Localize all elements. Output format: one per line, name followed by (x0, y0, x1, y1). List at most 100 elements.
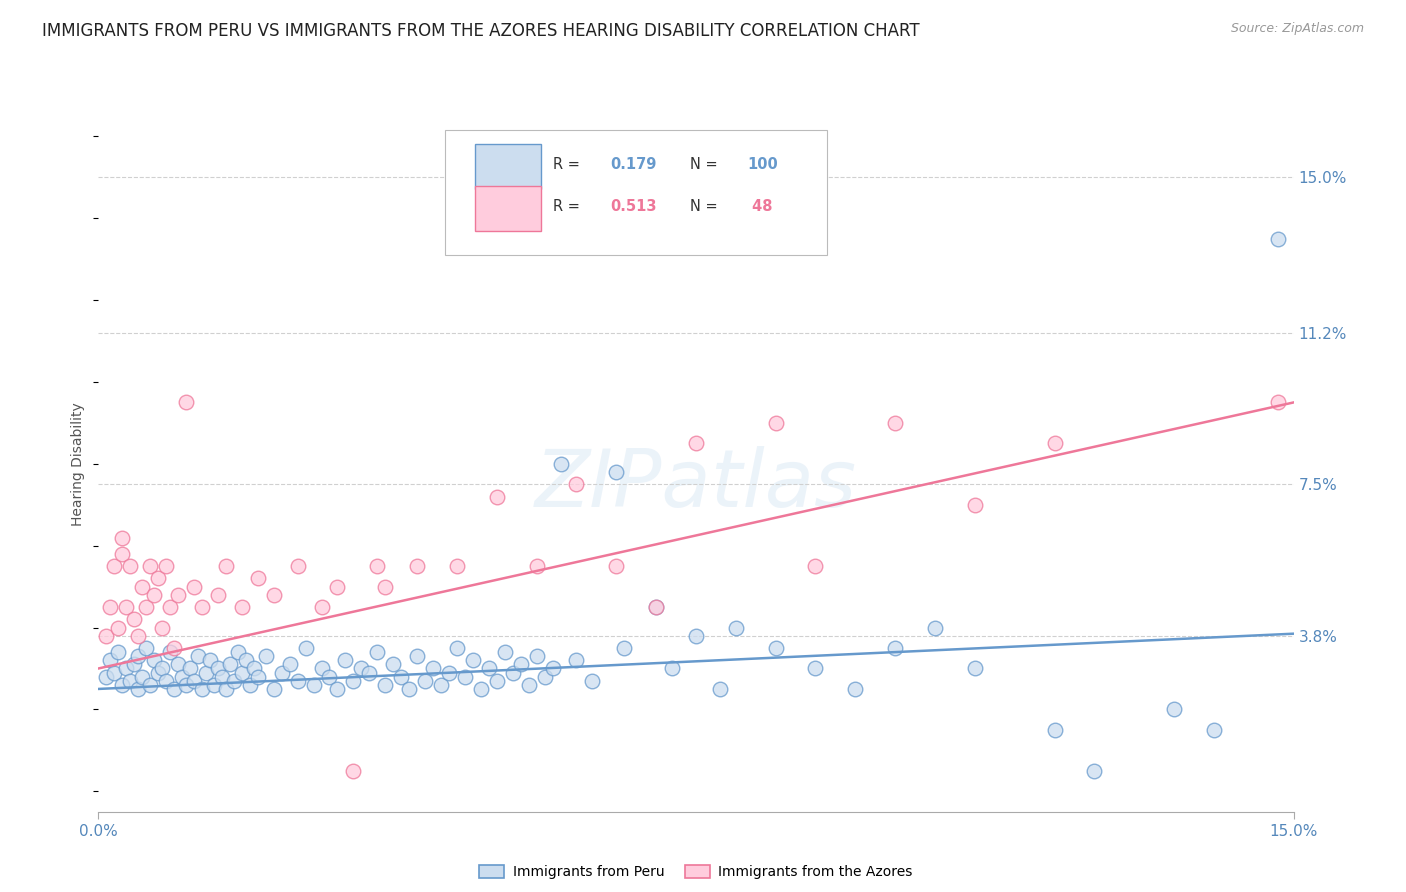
Point (685, 629, 707, 643)
Text: N =: N = (690, 199, 723, 214)
Point (143, 588, 166, 602)
Point (342, 764, 364, 778)
Point (207, 588, 229, 602)
Point (454, 670, 477, 684)
Point (155, 559, 177, 574)
Point (124, 657, 146, 672)
Point (565, 477, 588, 491)
Point (685, 436, 707, 450)
Point (389, 670, 412, 684)
Point (581, 673, 603, 688)
Point (139, 678, 162, 692)
Point (645, 600, 668, 615)
Point (120, 559, 142, 574)
Point (1043, 723, 1066, 737)
Point (406, 649, 429, 664)
Point (406, 559, 429, 574)
Y-axis label: Hearing Disability: Hearing Disability (72, 402, 86, 525)
Point (359, 665, 381, 680)
Point (115, 661, 138, 675)
Point (398, 681, 420, 696)
Point (96, 670, 118, 684)
Point (350, 661, 373, 675)
Text: 0.513: 0.513 (610, 199, 657, 214)
Point (533, 670, 555, 684)
Point (246, 571, 269, 585)
Point (207, 661, 229, 675)
Point (1163, 702, 1185, 716)
Point (263, 588, 285, 602)
Point (709, 681, 731, 696)
Point (804, 661, 827, 675)
Point (804, 559, 827, 574)
Point (148, 665, 170, 680)
Point (318, 670, 340, 684)
Point (246, 670, 269, 684)
Point (98, 653, 122, 667)
Point (1083, 764, 1105, 778)
Point (374, 678, 396, 692)
Point (215, 559, 238, 574)
Text: R =: R = (553, 199, 583, 214)
Point (437, 665, 460, 680)
Point (884, 416, 907, 430)
Point (167, 588, 190, 602)
Point (163, 681, 186, 696)
Point (478, 661, 501, 675)
Text: Source: ZipAtlas.com: Source: ZipAtlas.com (1230, 22, 1364, 36)
Point (724, 621, 747, 635)
Point (326, 681, 349, 696)
Point (550, 457, 572, 471)
Point (111, 547, 134, 561)
Point (517, 678, 540, 692)
Text: 48: 48 (748, 199, 773, 214)
Point (278, 657, 301, 672)
Point (485, 673, 508, 688)
Point (127, 649, 149, 664)
Text: ZIPatlas: ZIPatlas (534, 446, 858, 524)
Point (198, 653, 221, 667)
Point (605, 559, 627, 574)
Point (270, 665, 292, 680)
Point (382, 657, 405, 672)
Point (1202, 723, 1225, 737)
Point (470, 681, 492, 696)
Point (226, 645, 249, 659)
Point (211, 670, 233, 684)
Point (645, 600, 668, 615)
Point (613, 640, 636, 655)
Point (294, 640, 316, 655)
Point (150, 661, 173, 675)
FancyBboxPatch shape (475, 144, 540, 189)
Point (135, 640, 157, 655)
Point (174, 395, 197, 409)
FancyBboxPatch shape (475, 186, 540, 231)
FancyBboxPatch shape (444, 130, 827, 255)
Point (413, 673, 436, 688)
Point (239, 678, 262, 692)
Point (494, 645, 516, 659)
Point (174, 678, 197, 692)
Point (183, 673, 205, 688)
Point (172, 670, 194, 684)
Point (96, 629, 118, 643)
Point (131, 580, 153, 594)
Point (461, 653, 484, 667)
Point (302, 678, 325, 692)
Point (155, 673, 177, 688)
Point (963, 661, 986, 675)
Point (150, 621, 173, 635)
Point (191, 681, 214, 696)
Text: N =: N = (690, 157, 723, 172)
Point (430, 678, 453, 692)
Point (243, 661, 266, 675)
Point (509, 657, 531, 672)
Point (111, 531, 134, 545)
Point (120, 673, 142, 688)
Point (159, 600, 181, 615)
Point (565, 653, 588, 667)
Point (231, 665, 253, 680)
Point (884, 640, 907, 655)
Point (502, 665, 524, 680)
Point (541, 661, 564, 675)
